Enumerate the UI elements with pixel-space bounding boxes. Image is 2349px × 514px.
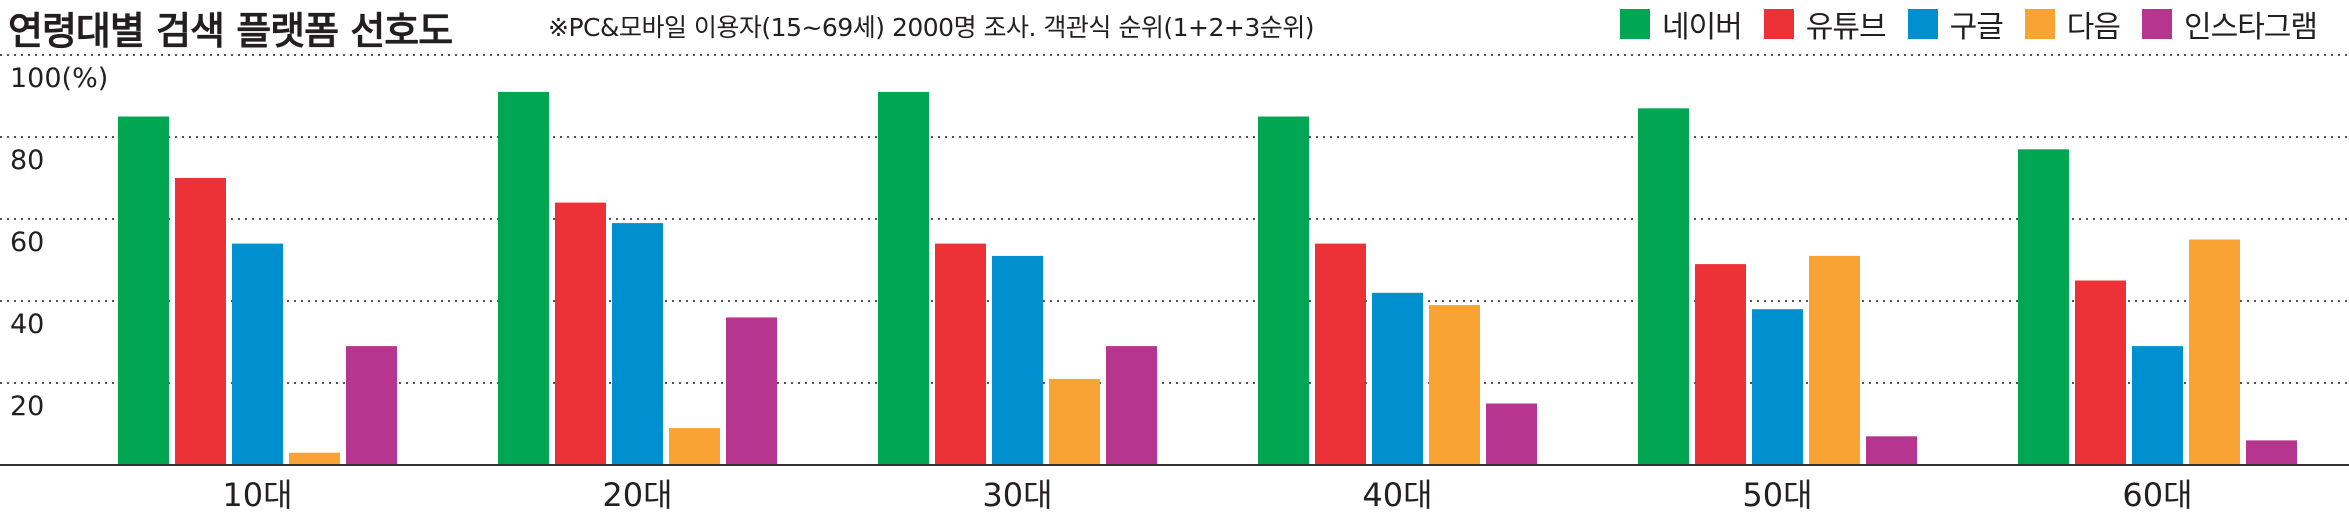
legend-label-daum: 다음 [2066, 10, 2121, 45]
bar-40대-유튜브 [1315, 243, 1366, 465]
legend-swatch-daum [2024, 9, 2055, 39]
x-tick-label-40대: 40대 [1362, 476, 1432, 514]
legend-swatch-google [1907, 9, 1938, 39]
legend-item-youtube: 유튜브 [1763, 2, 1887, 46]
bar-20대-네이버 [498, 91, 549, 466]
bar-50대-네이버 [1638, 108, 1689, 466]
y-tick-label-80: 80 [10, 145, 44, 176]
y-tick-label-100: 100(%) [10, 63, 108, 94]
y-tick-label-20: 20 [10, 391, 44, 422]
legend-swatch-instagram [2142, 9, 2172, 39]
x-tick-label-50대: 50대 [1742, 476, 1812, 514]
legend-swatch-youtube [1763, 9, 1794, 39]
legend-swatch-naver [1619, 9, 1650, 39]
legend-item-naver: 네이버 [1619, 2, 1743, 46]
bar-50대-구글 [1752, 309, 1803, 465]
bar-60대-유튜브 [2075, 280, 2126, 465]
legend: 네이버 유튜브 구글 다음 인스타그램 [1619, 6, 2318, 45]
legend-label-youtube: 유튜브 [1805, 10, 1887, 45]
y-tick-label-40: 40 [10, 309, 44, 340]
bar-50대-유튜브 [1695, 264, 1746, 465]
bar-10대-구글 [232, 243, 283, 465]
bar-60대-네이버 [2018, 149, 2069, 466]
bar-40대-다음 [1429, 305, 1480, 465]
bar-30대-구글 [992, 255, 1043, 465]
bar-60대-인스타그램 [2246, 440, 2297, 465]
legend-item-google: 구글 [1907, 2, 2004, 46]
bar-20대-다음 [669, 428, 720, 465]
legend-label-instagram: 인스타그램 [2184, 10, 2318, 45]
legend-label-naver: 네이버 [1661, 10, 1743, 45]
bar-60대-다음 [2189, 239, 2240, 465]
bar-60대-구글 [2132, 346, 2183, 465]
survey-note: ※PC&모바일 이용자(15~69세) 2000명 조사. 객관식 순위(1+2… [548, 13, 1314, 42]
x-tick-label-10대: 10대 [222, 476, 292, 514]
bar-10대-유튜브 [175, 178, 226, 465]
bar-20대-구글 [612, 223, 663, 465]
bar-10대-네이버 [118, 116, 169, 465]
bar-40대-구글 [1372, 292, 1423, 465]
bar-40대-네이버 [1258, 116, 1309, 465]
bar-50대-인스타그램 [1866, 436, 1917, 465]
bar-50대-다음 [1809, 255, 1860, 465]
chart-title: 연령대별 검색 플랫폼 선호도 [8, 9, 453, 53]
x-tick-label-30대: 30대 [982, 476, 1052, 514]
bar-20대-인스타그램 [726, 317, 777, 465]
x-tick-label-60대: 60대 [2122, 476, 2192, 514]
legend-item-instagram: 인스타그램 [2142, 2, 2318, 46]
y-tick-label-60: 60 [10, 227, 44, 258]
bar-20대-유튜브 [555, 202, 606, 465]
x-tick-label-20대: 20대 [602, 476, 672, 514]
bar-10대-다음 [289, 452, 340, 465]
bar-30대-네이버 [878, 91, 929, 466]
bar-30대-다음 [1049, 378, 1100, 465]
bar-30대-인스타그램 [1106, 346, 1157, 465]
bar-10대-인스타그램 [346, 346, 397, 465]
bar-40대-인스타그램 [1486, 403, 1537, 465]
legend-label-google: 구글 [1949, 10, 2004, 45]
legend-item-daum: 다음 [2024, 2, 2121, 46]
bar-30대-유튜브 [935, 243, 986, 465]
